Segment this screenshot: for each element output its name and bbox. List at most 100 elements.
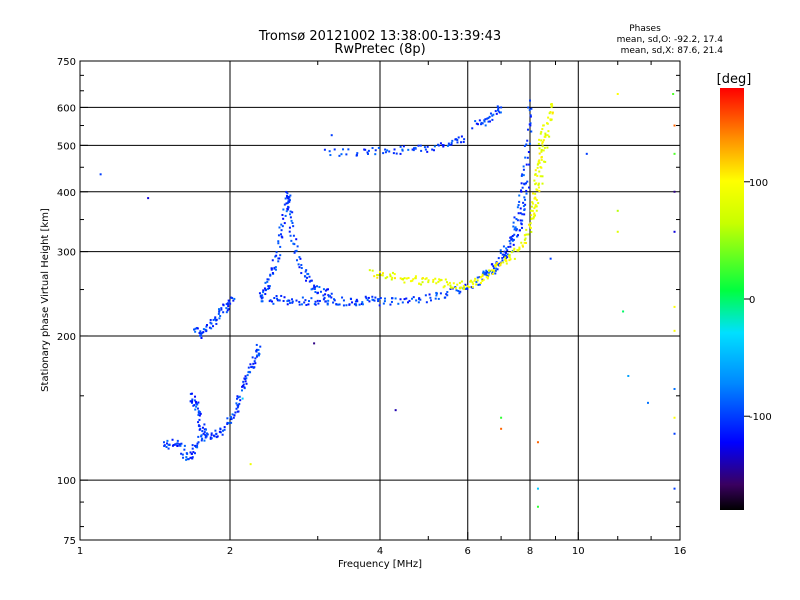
data-point: [203, 428, 206, 431]
data-point: [215, 322, 218, 325]
data-point: [672, 92, 675, 95]
data-point: [254, 357, 257, 360]
data-point: [457, 136, 460, 139]
data-point: [550, 105, 553, 108]
data-point: [307, 300, 310, 303]
y-tick-label: 400: [57, 188, 76, 199]
data-point: [521, 186, 524, 189]
data-point: [518, 248, 521, 251]
data-point: [417, 301, 420, 304]
data-point: [397, 302, 400, 305]
data-point: [399, 152, 402, 155]
data-point: [505, 259, 508, 262]
data-point: [540, 166, 543, 169]
data-point: [520, 223, 523, 226]
data-point: [265, 288, 268, 291]
data-point: [333, 298, 336, 301]
data-point: [673, 124, 676, 127]
data-point: [355, 154, 358, 157]
data-point: [515, 228, 518, 231]
data-point: [533, 213, 536, 216]
data-point: [518, 246, 521, 249]
data-point: [471, 285, 474, 288]
data-point: [324, 293, 327, 296]
data-point: [223, 426, 226, 429]
data-point: [279, 245, 282, 248]
data-point: [290, 239, 293, 242]
data-point: [478, 119, 481, 122]
data-point: [244, 380, 247, 383]
data-point: [546, 122, 549, 125]
data-point: [243, 386, 246, 389]
data-point: [523, 183, 526, 186]
data-point: [500, 106, 503, 109]
data-point: [516, 219, 519, 222]
colorbar-tick-label: 100: [749, 178, 768, 189]
data-point: [490, 269, 493, 272]
data-point: [263, 287, 266, 290]
data-point: [277, 234, 280, 237]
data-point: [213, 435, 216, 438]
data-point: [500, 416, 503, 419]
data-point: [330, 296, 333, 299]
data-point: [246, 374, 249, 377]
data-point: [451, 286, 454, 289]
data-point: [391, 271, 394, 274]
data-point: [240, 389, 243, 392]
data-point: [198, 411, 201, 414]
data-point: [374, 149, 377, 152]
data-point: [221, 433, 224, 436]
data-point: [371, 269, 374, 272]
data-point: [189, 451, 192, 454]
data-point: [484, 118, 487, 121]
data-point: [536, 441, 539, 444]
data-point: [355, 304, 358, 307]
data-point: [231, 413, 234, 416]
data-point: [435, 282, 438, 285]
data-point: [204, 328, 207, 331]
data-point: [300, 267, 303, 270]
data-point: [439, 292, 442, 295]
data-point: [475, 122, 478, 125]
data-point: [425, 301, 428, 304]
y-tick-label: 100: [57, 476, 76, 487]
data-point: [200, 337, 203, 340]
data-point: [318, 286, 321, 289]
data-point: [446, 283, 449, 286]
data-point: [274, 268, 277, 271]
data-point: [486, 276, 489, 279]
data-point: [541, 142, 544, 145]
data-point: [483, 120, 486, 123]
data-point: [290, 219, 293, 222]
data-point: [540, 150, 543, 153]
data-point: [350, 298, 353, 301]
data-point: [324, 289, 327, 292]
data-point: [196, 442, 199, 445]
data-point: [203, 423, 206, 426]
data-point: [500, 427, 503, 430]
data-point: [537, 142, 540, 145]
data-point: [261, 294, 264, 297]
data-point: [499, 264, 502, 267]
data-point: [456, 141, 459, 144]
data-point: [486, 117, 489, 120]
data-point: [254, 362, 257, 365]
data-point: [482, 270, 485, 273]
data-point: [347, 148, 350, 151]
data-point: [462, 284, 465, 287]
data-point: [478, 276, 481, 279]
data-point: [510, 236, 513, 239]
data-point: [482, 278, 485, 281]
data-point: [426, 145, 429, 148]
data-point: [513, 257, 516, 260]
data-point: [288, 302, 291, 305]
data-point: [215, 318, 218, 321]
data-point: [196, 444, 199, 447]
data-point: [255, 350, 258, 353]
data-point: [479, 275, 482, 278]
data-point: [491, 272, 494, 275]
data-point: [218, 310, 221, 313]
data-point: [494, 110, 497, 113]
data-point: [214, 429, 217, 432]
data-point: [376, 276, 379, 279]
